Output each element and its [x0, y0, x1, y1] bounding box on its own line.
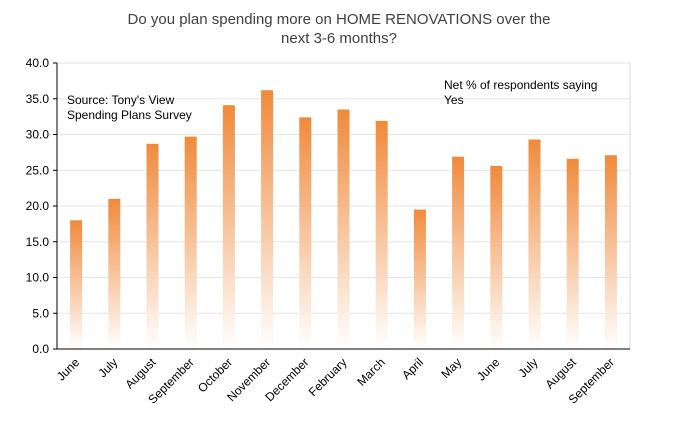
y-tick-label: 15.0 — [26, 235, 50, 249]
bar — [528, 139, 541, 349]
y-tick-label: 25.0 — [26, 163, 50, 177]
bar — [604, 155, 617, 349]
bar — [299, 117, 312, 349]
y-tick-label: 0.0 — [32, 342, 49, 356]
x-tick-label: August — [543, 355, 580, 392]
bar — [375, 120, 388, 349]
y-tick-label: 5.0 — [32, 306, 49, 320]
y-tick-label: 20.0 — [26, 199, 50, 213]
x-tick-label: February — [306, 355, 350, 399]
bar — [261, 90, 274, 350]
series-label: Net % of respondents saying Yes — [444, 78, 597, 108]
y-tick-label: 10.0 — [26, 271, 50, 285]
bar — [108, 198, 121, 349]
x-tick-label: April — [399, 355, 426, 382]
x-tick-label: May — [438, 355, 464, 381]
chart-title-line-1: Do you plan spending more on HOME RENOVA… — [127, 11, 551, 28]
x-tick-label: July — [516, 355, 541, 380]
bar — [566, 158, 579, 349]
x-tick-label: June — [54, 355, 83, 384]
bar — [184, 136, 197, 349]
x-tick-label: March — [354, 355, 387, 388]
source-note-line-1: Source: Tony's View — [67, 93, 175, 107]
y-tick-label: 40.0 — [26, 56, 50, 70]
bar — [337, 109, 350, 349]
bar — [222, 105, 235, 349]
bar — [413, 209, 426, 349]
x-tick-label: June — [474, 355, 503, 384]
y-tick-label: 30.0 — [26, 128, 50, 142]
bar — [146, 143, 159, 349]
source-note: Source: Tony's View Spending Plans Surve… — [67, 93, 192, 123]
series-label-line-2: Yes — [444, 93, 464, 107]
source-note-line-2: Spending Plans Survey — [67, 108, 192, 122]
x-tick-label: July — [95, 355, 120, 380]
bar — [490, 165, 503, 349]
bar — [70, 220, 83, 349]
bar — [452, 156, 465, 349]
x-tick-label: August — [122, 355, 159, 392]
chart-title-line-2: next 3-6 months? — [281, 30, 397, 47]
series-label-line-1: Net % of respondents saying — [444, 78, 598, 92]
y-tick-label: 35.0 — [26, 92, 50, 106]
